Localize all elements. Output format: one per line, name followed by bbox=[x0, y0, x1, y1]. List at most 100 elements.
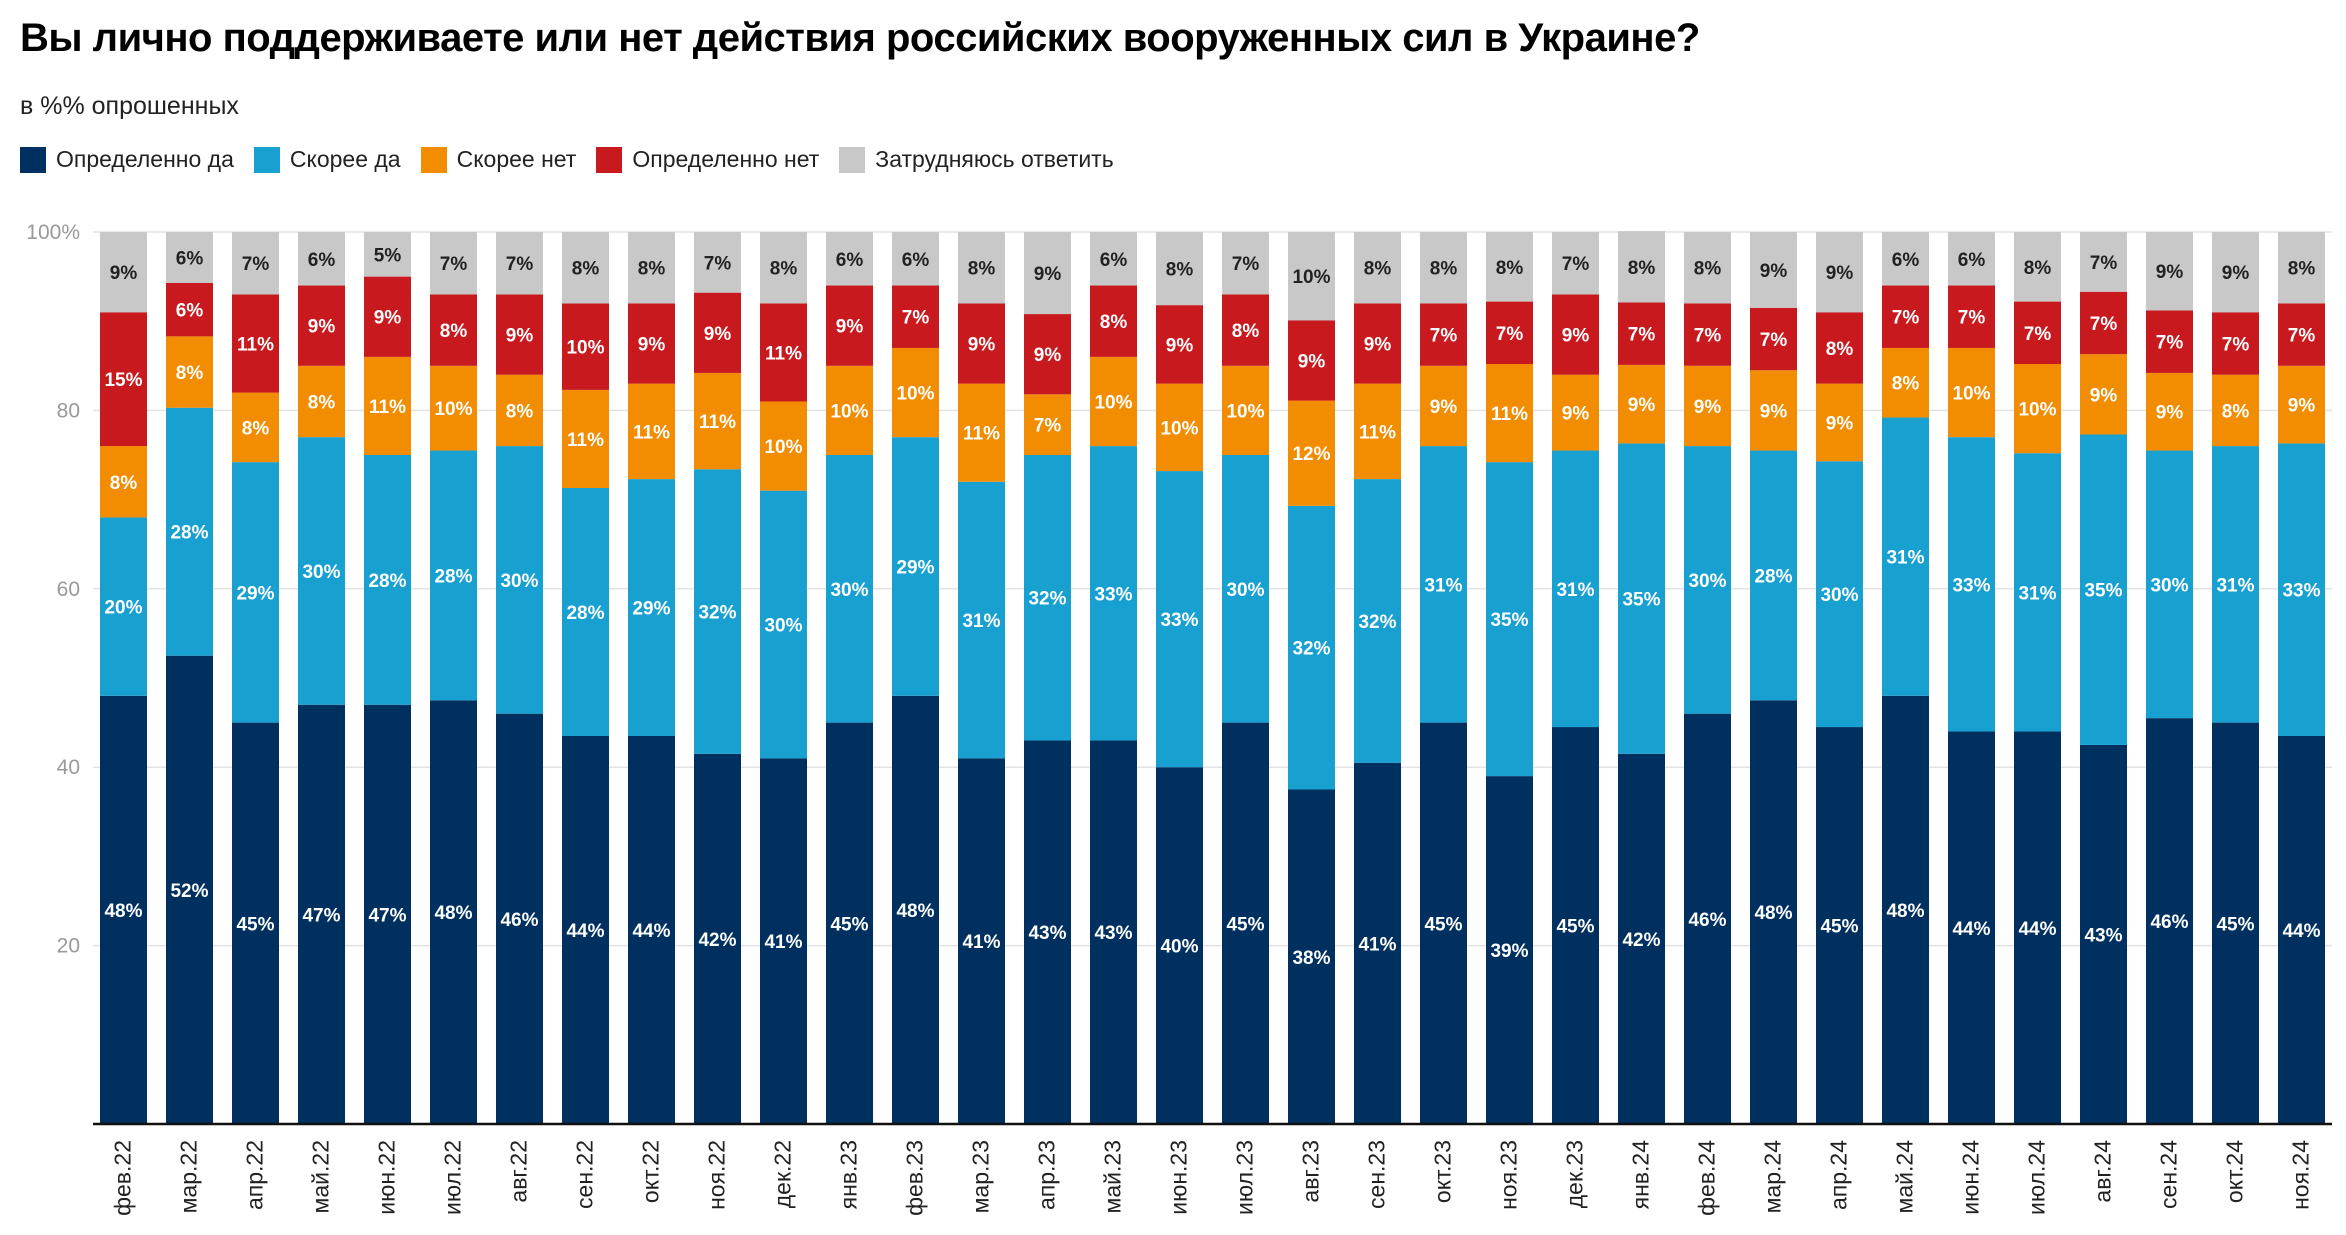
data-label: 8% bbox=[1892, 374, 1920, 395]
bar-segment bbox=[694, 372, 741, 470]
data-label: 43% bbox=[1028, 923, 1066, 944]
bar-segment bbox=[2146, 232, 2193, 311]
bar-segment bbox=[298, 232, 345, 286]
x-tick-label: июл.23 bbox=[1232, 1140, 1258, 1215]
data-label: 32% bbox=[698, 603, 736, 624]
bar-segment bbox=[826, 365, 873, 455]
bar-segment bbox=[496, 374, 543, 447]
data-label: 8% bbox=[1628, 258, 1656, 279]
x-tick-label: янв.24 bbox=[1628, 1140, 1654, 1210]
legend-label: Определенно да bbox=[56, 146, 234, 172]
bar-segment bbox=[760, 490, 807, 759]
bar-segment bbox=[628, 383, 675, 480]
data-label: 7% bbox=[2156, 333, 2184, 354]
x-tick-label: окт.23 bbox=[1430, 1140, 1456, 1203]
bar-segment bbox=[1882, 695, 1929, 1124]
data-label: 9% bbox=[1628, 395, 1656, 416]
bar-segment bbox=[1486, 776, 1533, 1124]
data-label: 28% bbox=[1754, 566, 1792, 587]
bar-segment bbox=[1156, 232, 1203, 306]
data-label: 32% bbox=[1028, 589, 1066, 610]
data-label: 11% bbox=[1359, 422, 1396, 443]
data-label: 10% bbox=[1226, 401, 1264, 422]
bar-segment bbox=[100, 517, 147, 696]
bar-segment bbox=[364, 232, 411, 277]
y-tick-label: 20 bbox=[57, 935, 80, 958]
data-label: 8% bbox=[770, 259, 798, 280]
data-label: 48% bbox=[434, 903, 472, 924]
data-label: 8% bbox=[968, 259, 996, 280]
data-label: 46% bbox=[1688, 910, 1726, 931]
legend-swatch bbox=[420, 146, 447, 173]
data-label: 7% bbox=[2024, 324, 2052, 345]
data-label: 30% bbox=[830, 580, 868, 601]
bar-segment bbox=[496, 294, 543, 375]
data-label: 9% bbox=[968, 335, 996, 356]
bar-segment bbox=[364, 704, 411, 1124]
data-label: 6% bbox=[308, 250, 336, 271]
data-label: 31% bbox=[1886, 548, 1924, 569]
x-tick-label: сен.22 bbox=[572, 1140, 598, 1209]
bar-segment bbox=[364, 356, 411, 455]
bar-segment bbox=[1288, 505, 1335, 790]
bar-segment bbox=[1750, 307, 1797, 371]
bar-segment bbox=[232, 722, 279, 1124]
data-label: 9% bbox=[1562, 326, 1590, 347]
bar-segment bbox=[1882, 417, 1929, 696]
bar-segment bbox=[826, 232, 873, 286]
data-label: 9% bbox=[1760, 401, 1788, 422]
data-label: 28% bbox=[368, 571, 406, 592]
bar-segment bbox=[562, 232, 609, 304]
data-label: 9% bbox=[2156, 403, 2184, 424]
chart-legend: Определенно да Скорее да Скорее нет Опре… bbox=[20, 146, 1134, 173]
x-tick-label: апр.24 bbox=[1826, 1140, 1852, 1210]
data-label: 12% bbox=[1292, 444, 1330, 465]
bar-segment bbox=[2146, 450, 2193, 719]
data-label: 29% bbox=[236, 583, 274, 604]
data-label: 29% bbox=[632, 599, 670, 620]
bar-segment bbox=[1948, 437, 1995, 732]
bar-segment bbox=[1816, 727, 1863, 1124]
bar-segment bbox=[2278, 303, 2325, 366]
bar-segment bbox=[1552, 727, 1599, 1124]
data-label: 7% bbox=[1958, 308, 1986, 329]
x-tick-label: июл.22 bbox=[440, 1140, 466, 1215]
x-tick-label: ноя.22 bbox=[704, 1140, 730, 1210]
bar-segment bbox=[2014, 731, 2061, 1124]
data-label: 7% bbox=[902, 308, 930, 329]
data-label: 7% bbox=[506, 254, 534, 275]
data-label: 43% bbox=[1094, 923, 1132, 944]
bar-segment bbox=[958, 758, 1005, 1124]
data-label: 30% bbox=[500, 571, 538, 592]
y-tick-label: 40 bbox=[57, 756, 80, 779]
data-label: 38% bbox=[1292, 948, 1330, 969]
legend-swatch bbox=[839, 146, 866, 173]
data-label: 30% bbox=[302, 562, 340, 583]
bar-segment bbox=[1816, 461, 1863, 728]
data-label: 10% bbox=[896, 384, 934, 405]
bar-segment bbox=[562, 488, 609, 736]
data-label: 40% bbox=[1160, 937, 1198, 958]
bar-segment bbox=[760, 401, 807, 491]
data-label: 45% bbox=[236, 914, 274, 935]
data-label: 7% bbox=[1496, 324, 1524, 345]
bar-segment bbox=[100, 695, 147, 1124]
bar-segment bbox=[1948, 285, 1995, 348]
data-label: 8% bbox=[176, 363, 204, 384]
legend-swatch bbox=[20, 146, 46, 173]
data-label: 9% bbox=[308, 317, 336, 338]
bar-segment bbox=[760, 303, 807, 402]
bar-segment bbox=[562, 389, 609, 489]
y-tick-label: 100% bbox=[26, 221, 80, 244]
bar-segment bbox=[1354, 303, 1401, 384]
bar-segment bbox=[2212, 232, 2259, 313]
legend-swatch bbox=[596, 146, 623, 173]
data-label: 31% bbox=[1556, 580, 1594, 601]
bar-segment bbox=[1222, 722, 1269, 1124]
data-label: 15% bbox=[104, 370, 142, 391]
data-label: 7% bbox=[2090, 253, 2118, 274]
bar-segment bbox=[1222, 232, 1269, 295]
data-label: 33% bbox=[1952, 575, 1990, 596]
data-label: 7% bbox=[1562, 254, 1590, 275]
data-label: 45% bbox=[1226, 914, 1264, 935]
